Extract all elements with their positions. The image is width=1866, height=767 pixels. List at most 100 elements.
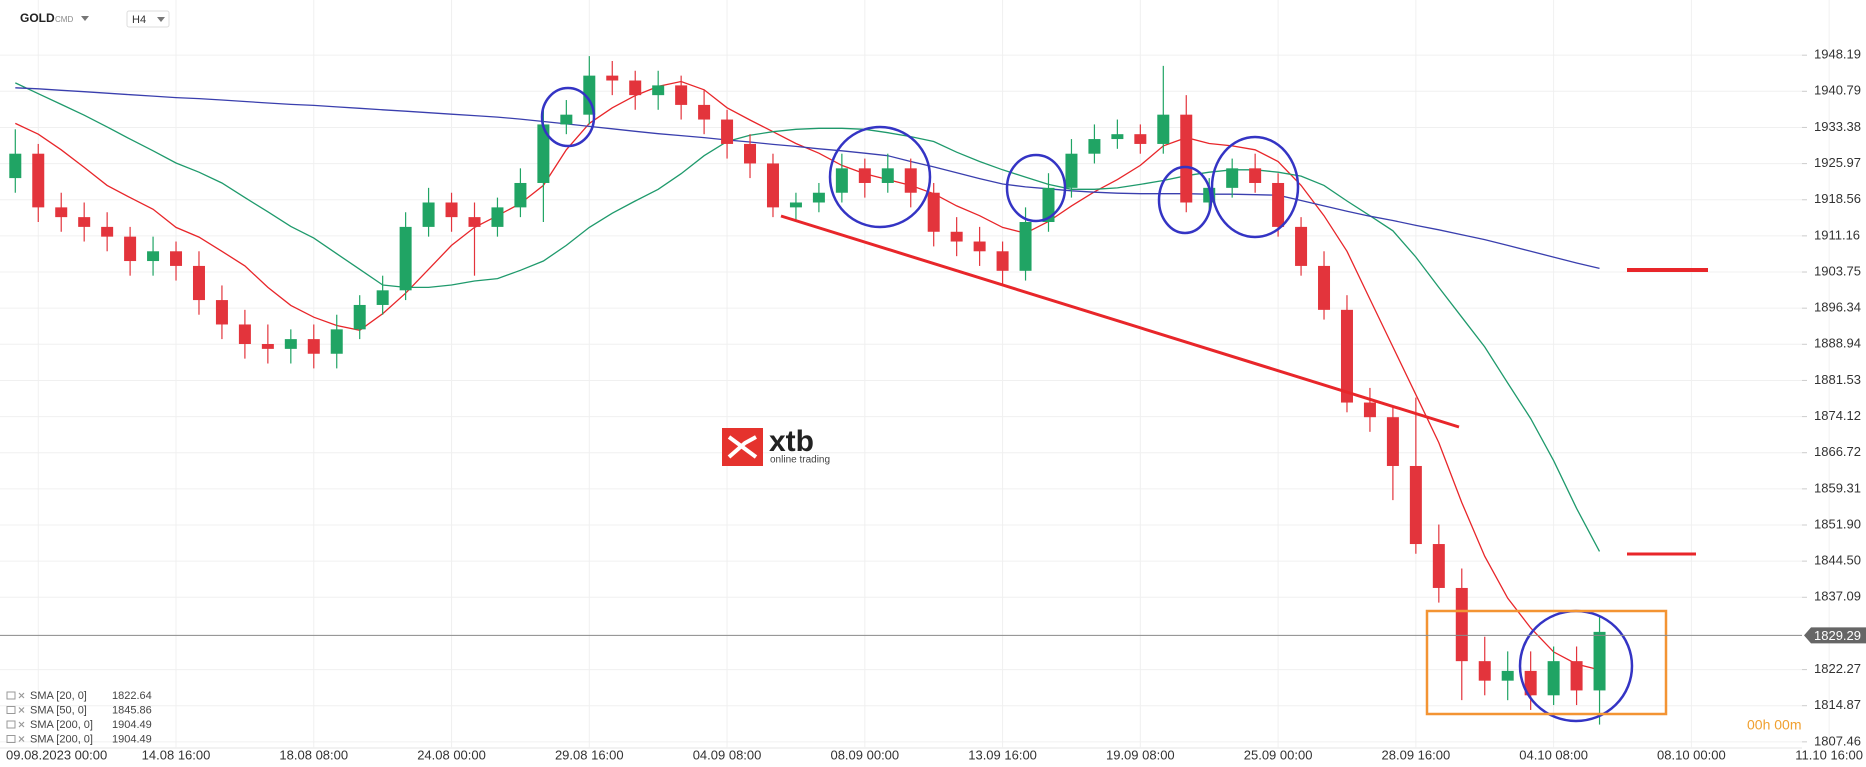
candle-body — [1088, 139, 1101, 154]
x-tick-label: 04.10 08:00 — [1519, 747, 1588, 762]
candle-body — [124, 236, 137, 262]
legend-remove — [18, 736, 25, 742]
legend-name: SMA [200, 0] — [30, 719, 93, 731]
y-tick-label: 1859.31 — [1814, 480, 1861, 495]
candle-body — [744, 143, 757, 164]
indicators — [15, 80, 1601, 671]
logo: xtb online trading — [722, 425, 830, 466]
candle-body — [1593, 631, 1606, 691]
candle-body — [55, 207, 68, 218]
y-tick-label: 1948.19 — [1814, 47, 1861, 62]
legend-icon — [6, 735, 16, 743]
y-tick-label: 1837.09 — [1814, 589, 1861, 604]
interval-box[interactable] — [126, 10, 170, 28]
x-tick-label: 24.08 00:00 — [417, 747, 486, 762]
x-tick-label: 19.09 08:00 — [1106, 747, 1175, 762]
candle-body — [238, 324, 251, 344]
logo-brand: xtb — [769, 425, 814, 458]
y-tick-label: 1933.38 — [1814, 119, 1861, 134]
x-tick-label: 04.09 08:00 — [693, 747, 762, 762]
y-tick-label: 1851.90 — [1814, 516, 1861, 531]
candle-body — [307, 339, 320, 354]
candle-body — [1272, 182, 1285, 227]
x-tick-label: 09.08.2023 00:00 — [6, 747, 107, 762]
candle-body — [1386, 417, 1399, 466]
candle-body — [1180, 114, 1193, 203]
y-tick-label: 1911.16 — [1814, 227, 1860, 242]
y-tick-label: 1844.50 — [1814, 553, 1861, 568]
candle-body — [675, 85, 688, 105]
candle-body — [147, 251, 160, 262]
candle-body — [1111, 134, 1124, 140]
x-tick-label: 13.09 16:00 — [968, 747, 1037, 762]
y-tick-label: 1881.53 — [1814, 372, 1861, 387]
x-tick-label: 08.10 00:00 — [1657, 747, 1726, 762]
y-tick-label: 1822.27 — [1814, 661, 1861, 676]
candle-body — [170, 251, 183, 266]
y-tick-label: 1903.75 — [1814, 263, 1861, 278]
candle-body — [353, 304, 366, 330]
highlight-circle — [1005, 153, 1067, 223]
candle-body — [1249, 168, 1262, 183]
candle-body — [1295, 226, 1308, 266]
candle-body — [537, 124, 550, 183]
x-tick-label: 18.08 08:00 — [279, 747, 348, 762]
candle-body — [1318, 265, 1331, 310]
candle-body — [1340, 309, 1353, 403]
candle-body — [261, 343, 274, 349]
symbol[interactable]: GOLD — [20, 11, 55, 25]
x-tick-label: 08.09 00:00 — [830, 747, 899, 762]
countdown: 00h 00m — [1747, 717, 1801, 733]
highlight-circle — [828, 125, 932, 229]
legend-icon — [6, 720, 16, 729]
candle-body — [32, 153, 45, 208]
y-tick-label: 1874.12 — [1814, 408, 1861, 423]
interval[interactable]: H4 — [132, 14, 146, 26]
candle-body — [215, 300, 228, 325]
last-price-tag — [1804, 627, 1866, 644]
sma-line — [15, 87, 1600, 270]
candle-body — [1363, 402, 1376, 418]
candle-body — [812, 192, 825, 203]
sma-line — [15, 80, 1600, 671]
legend-remove — [18, 692, 25, 699]
candle-body — [376, 290, 389, 305]
highlight-circle — [1157, 165, 1213, 235]
highlight-circle — [1210, 135, 1300, 239]
candle-body — [950, 231, 963, 242]
legend-name: SMA [200, 0] — [30, 733, 93, 745]
x-tick-label: 29.08 16:00 — [555, 747, 624, 762]
dropdown-arrow[interactable] — [157, 17, 165, 22]
candle-body — [973, 241, 986, 252]
candle-body — [927, 192, 940, 232]
candle-body — [330, 329, 343, 354]
legend-remove — [18, 707, 25, 713]
last-price-label: 1829.29 — [1814, 628, 1861, 643]
dropdown-arrow[interactable] — [81, 16, 89, 21]
candle-body — [399, 226, 412, 291]
candle-body — [491, 207, 504, 227]
legend: SMA [20, 0] 1822.64 SMA [50, 0] 1845.86 SMA … — [6, 690, 152, 745]
legend-value: 1822.64 — [112, 690, 152, 702]
y-tick-label: 1888.94 — [1814, 336, 1861, 351]
candle-body — [1409, 465, 1422, 545]
candle-body — [629, 80, 642, 96]
x-tick-label: 14.08 16:00 — [142, 747, 211, 762]
candle-body — [881, 168, 894, 183]
logo-x — [727, 435, 758, 459]
candle-body — [1524, 670, 1537, 696]
x-tick-label: 11.10 16:00 — [1795, 747, 1863, 762]
candle-body — [996, 251, 1009, 271]
candle-body — [1570, 661, 1583, 691]
candle-body — [606, 75, 619, 81]
toolbar[interactable]: GOLD CMD H4 — [20, 10, 170, 28]
sma-line — [15, 82, 1601, 552]
grid — [0, 0, 1830, 749]
candles — [9, 56, 1606, 725]
y-tick-label: 1814.87 — [1814, 697, 1861, 712]
y-tick-label: 1918.56 — [1814, 191, 1861, 206]
candle-body — [1478, 661, 1491, 681]
candle-body — [284, 339, 297, 349]
candle-body — [422, 202, 435, 227]
